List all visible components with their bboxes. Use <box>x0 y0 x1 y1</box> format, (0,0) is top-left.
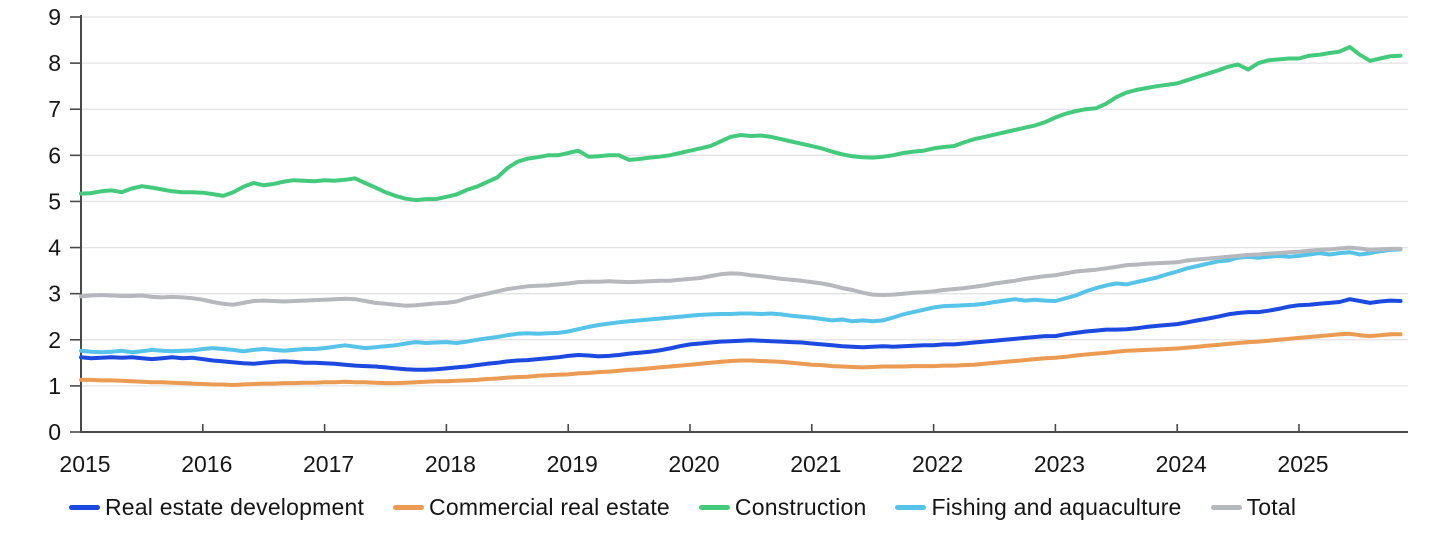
legend-swatch-commercial-real-estate <box>393 505 425 510</box>
y-tick-label-8: 8 <box>48 50 61 76</box>
chart-legend: Real estate development Commercial real e… <box>69 494 1296 521</box>
legend-label-construction: Construction <box>734 494 867 520</box>
legend-swatch-fishing-and-aquaculture <box>895 505 927 510</box>
x-tick-label-2025: 2025 <box>1277 451 1328 477</box>
y-tick-label-6: 6 <box>48 142 61 168</box>
x-tick-label-2017: 2017 <box>303 451 354 477</box>
y-tick-label-9: 9 <box>48 4 61 30</box>
x-tick-label-2015: 2015 <box>59 451 110 477</box>
legend-label-fishing-and-aquaculture: Fishing and aquaculture <box>931 494 1182 520</box>
x-tick-label-2022: 2022 <box>912 451 963 477</box>
y-tick-label-5: 5 <box>48 188 61 214</box>
line-chart: 0 1 2 3 4 5 6 7 8 9 2015 2016 2017 2018 2019 2020 2021 20… <box>48 4 1408 477</box>
legend-item-commercial-real-estate: Commercial real estate <box>393 494 670 521</box>
legend-label-real-estate-development: Real estate development <box>105 494 365 520</box>
x-tick-label-2020: 2020 <box>668 451 719 477</box>
y-tick-label-7: 7 <box>48 96 61 122</box>
legend-label-total: Total <box>1246 494 1297 520</box>
x-tick-label-2021: 2021 <box>790 451 841 477</box>
legend-swatch-total <box>1210 505 1242 510</box>
y-tick-label-4: 4 <box>48 235 61 261</box>
legend-item-real-estate-development: Real estate development <box>69 494 364 521</box>
series-line-fishing-and-aquaculture <box>79 247 1403 355</box>
legend-label-commercial-real-estate: Commercial real estate <box>429 494 670 520</box>
legend-item-construction: Construction <box>698 494 867 521</box>
series-line-construction <box>79 45 1403 203</box>
y-tick-label-0: 0 <box>48 419 61 445</box>
x-tick-label-2024: 2024 <box>1156 451 1207 477</box>
series-line-total <box>79 245 1403 308</box>
y-tick-label-1: 1 <box>48 373 61 399</box>
y-tick-label-2: 2 <box>48 327 61 353</box>
legend-item-fishing-and-aquaculture: Fishing and aquaculture <box>895 494 1181 521</box>
x-tick-label-2016: 2016 <box>181 451 232 477</box>
legend-item-total: Total <box>1210 494 1297 521</box>
series-line-commercial-real-estate <box>79 331 1403 387</box>
y-tick-label-3: 3 <box>48 281 61 307</box>
legend-swatch-real-estate-development <box>69 505 100 510</box>
x-tick-label-2019: 2019 <box>547 451 598 477</box>
series-line-real-estate-development <box>79 297 1403 372</box>
x-tick-label-2023: 2023 <box>1034 451 1085 477</box>
legend-swatch-construction <box>698 505 730 510</box>
x-tick-label-2018: 2018 <box>425 451 476 477</box>
